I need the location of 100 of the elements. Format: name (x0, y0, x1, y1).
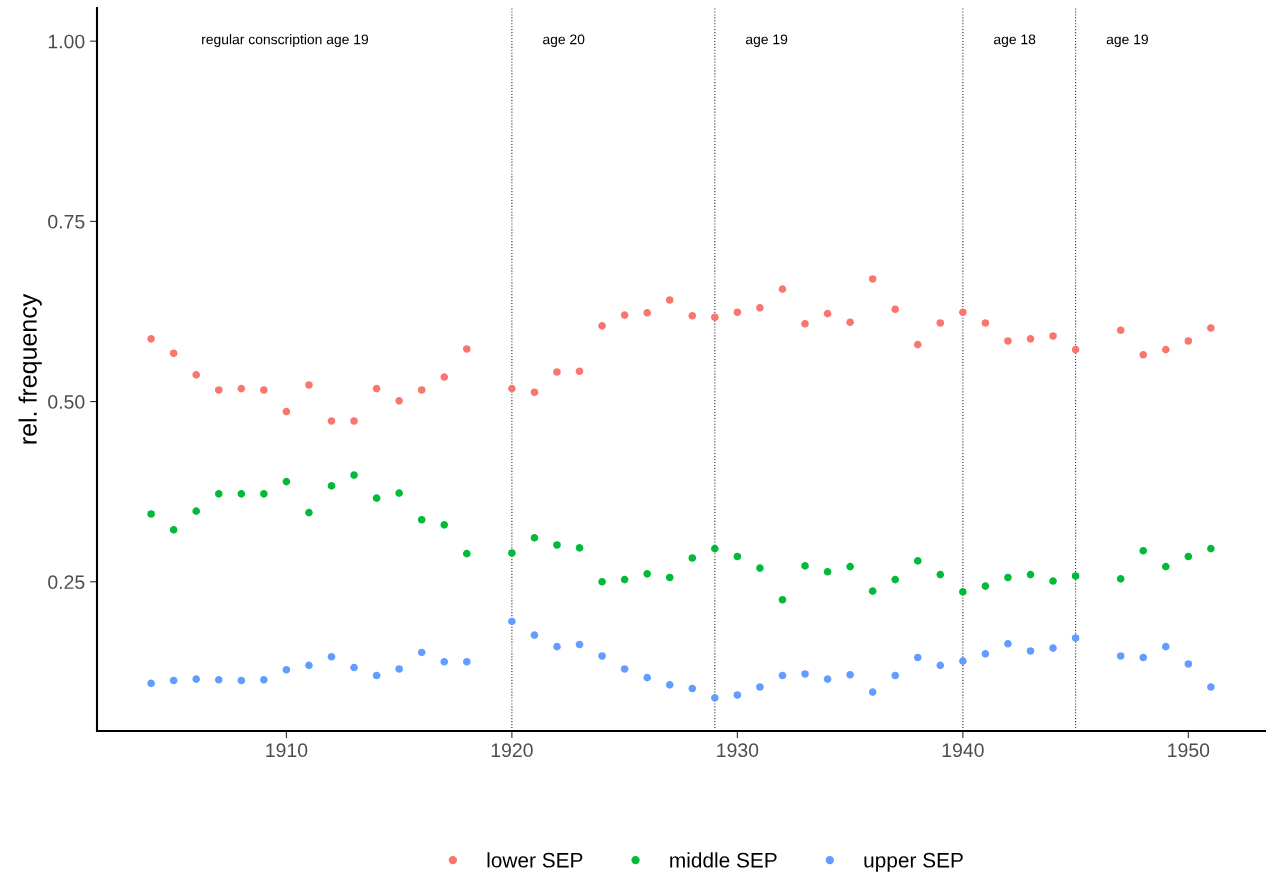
point (237, 384, 246, 393)
point (575, 640, 584, 649)
point (169, 349, 178, 358)
point (372, 384, 381, 393)
point (1161, 642, 1170, 651)
point (891, 305, 900, 314)
point (733, 691, 742, 699)
point (372, 494, 381, 502)
point (169, 526, 178, 534)
point (1184, 337, 1193, 345)
point (147, 335, 155, 343)
point (778, 671, 787, 680)
point (665, 681, 674, 689)
point (372, 671, 381, 680)
point (530, 388, 539, 397)
point (237, 490, 246, 498)
point (462, 658, 471, 666)
point (1004, 639, 1012, 648)
point (214, 676, 223, 684)
point (1049, 644, 1057, 652)
point (305, 661, 313, 670)
point (1116, 575, 1125, 583)
point (260, 386, 268, 394)
point (214, 386, 223, 394)
point (846, 318, 854, 327)
point (620, 575, 629, 584)
point (643, 570, 651, 578)
point (620, 311, 629, 319)
point (192, 675, 201, 683)
point (440, 658, 449, 666)
point (553, 368, 561, 376)
point (1004, 573, 1012, 582)
point (1139, 350, 1148, 359)
point (282, 665, 291, 674)
legend-label: middle SEP (670, 852, 777, 868)
point (260, 676, 268, 684)
point (305, 508, 313, 517)
point (1004, 337, 1012, 345)
point (1161, 345, 1170, 354)
point (530, 534, 539, 542)
x-tick-label: 1920 (491, 743, 533, 758)
point (395, 397, 403, 405)
point (711, 313, 719, 322)
point (1071, 345, 1080, 354)
point (1207, 683, 1215, 691)
point (868, 275, 877, 283)
point (801, 562, 809, 570)
point (959, 657, 967, 665)
point (575, 367, 584, 376)
point (665, 573, 674, 582)
point (1161, 562, 1170, 571)
point (868, 688, 877, 696)
point (756, 683, 764, 691)
point (192, 371, 201, 379)
point (688, 554, 697, 562)
point (913, 340, 922, 349)
point (440, 373, 449, 381)
point (711, 694, 719, 702)
point (1116, 326, 1125, 335)
point (508, 384, 516, 393)
point (1184, 660, 1193, 668)
point (508, 549, 516, 557)
point (711, 544, 719, 553)
point (395, 665, 403, 673)
point (462, 345, 471, 353)
point (1139, 546, 1148, 555)
y-tick-label: 1.00 (48, 34, 85, 49)
point (846, 670, 854, 679)
point (1207, 324, 1215, 332)
point (936, 570, 945, 579)
point (823, 675, 832, 683)
point (823, 567, 832, 576)
x-tick-label: 1910 (266, 743, 308, 758)
x-tick-label: 1940 (942, 743, 984, 758)
point (553, 541, 561, 549)
point (598, 577, 606, 586)
point (350, 417, 358, 425)
point (733, 308, 742, 316)
point (327, 417, 336, 425)
point (530, 631, 539, 639)
point (350, 471, 358, 479)
y-tick-label: 0.75 (48, 214, 85, 229)
point (936, 319, 945, 327)
annotation: age 19 (1106, 34, 1148, 48)
point (147, 679, 155, 688)
point (260, 490, 268, 498)
point (643, 309, 651, 317)
point (1049, 332, 1057, 340)
point (891, 671, 900, 680)
point (598, 322, 606, 330)
point (169, 676, 178, 685)
y-tick-label: 0.25 (48, 575, 85, 590)
annotation: age 19 (745, 34, 788, 48)
point (508, 617, 516, 626)
y-tick-label: 0.50 (48, 395, 85, 409)
point (440, 521, 449, 529)
point (305, 381, 313, 389)
point (756, 304, 764, 312)
point (936, 661, 945, 670)
point (801, 319, 809, 328)
